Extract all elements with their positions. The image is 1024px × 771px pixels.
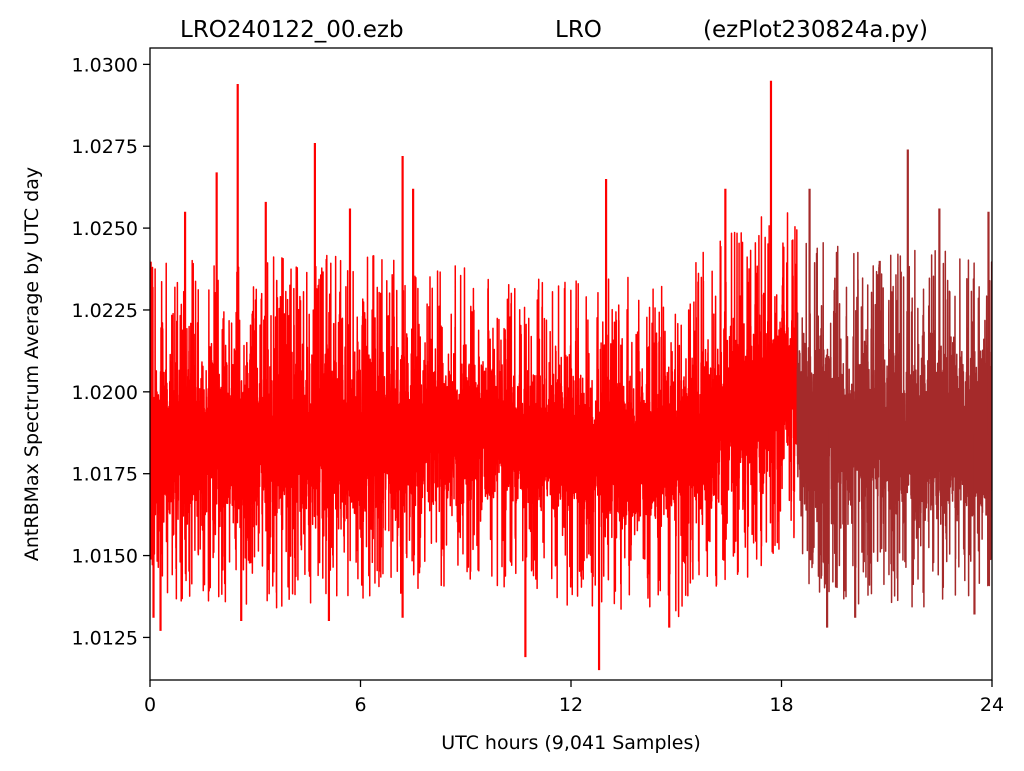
y-tick-label: 1.0250 [72, 218, 138, 240]
y-tick-label: 1.0150 [72, 546, 138, 568]
y-tick-label: 1.0175 [72, 464, 138, 486]
x-tick-label: 0 [144, 694, 156, 716]
y-axis-label: AntRBMax Spectrum Average by UTC day [21, 167, 43, 561]
x-tick-label: 6 [354, 694, 366, 716]
x-tick-label: 18 [769, 694, 793, 716]
chart-title-file: LRO240122_00.ezb [180, 17, 404, 43]
y-tick-label: 1.0225 [72, 300, 138, 322]
series-layer [150, 80, 992, 671]
y-axis: 1.0125 1.0150 1.0175 1.0200 1.0225 1.0250 1.02… [72, 54, 150, 649]
chart-title-script: (ezPlot230824a.py) [703, 17, 928, 43]
x-axis-label: UTC hours (9,041 Samples) [441, 732, 701, 754]
series-line-1 [150, 212, 799, 618]
y-tick-label: 1.0300 [72, 54, 138, 76]
chart-title-site: LRO [555, 17, 602, 43]
series-line-2 [796, 241, 992, 608]
x-axis: 0 6 12 18 24 [144, 680, 1004, 716]
x-tick-label: 12 [559, 694, 583, 716]
y-tick-label: 1.0275 [72, 136, 138, 158]
y-tick-label: 1.0200 [72, 382, 138, 404]
x-tick-label: 24 [980, 694, 1004, 716]
y-tick-label: 1.0125 [72, 627, 138, 649]
